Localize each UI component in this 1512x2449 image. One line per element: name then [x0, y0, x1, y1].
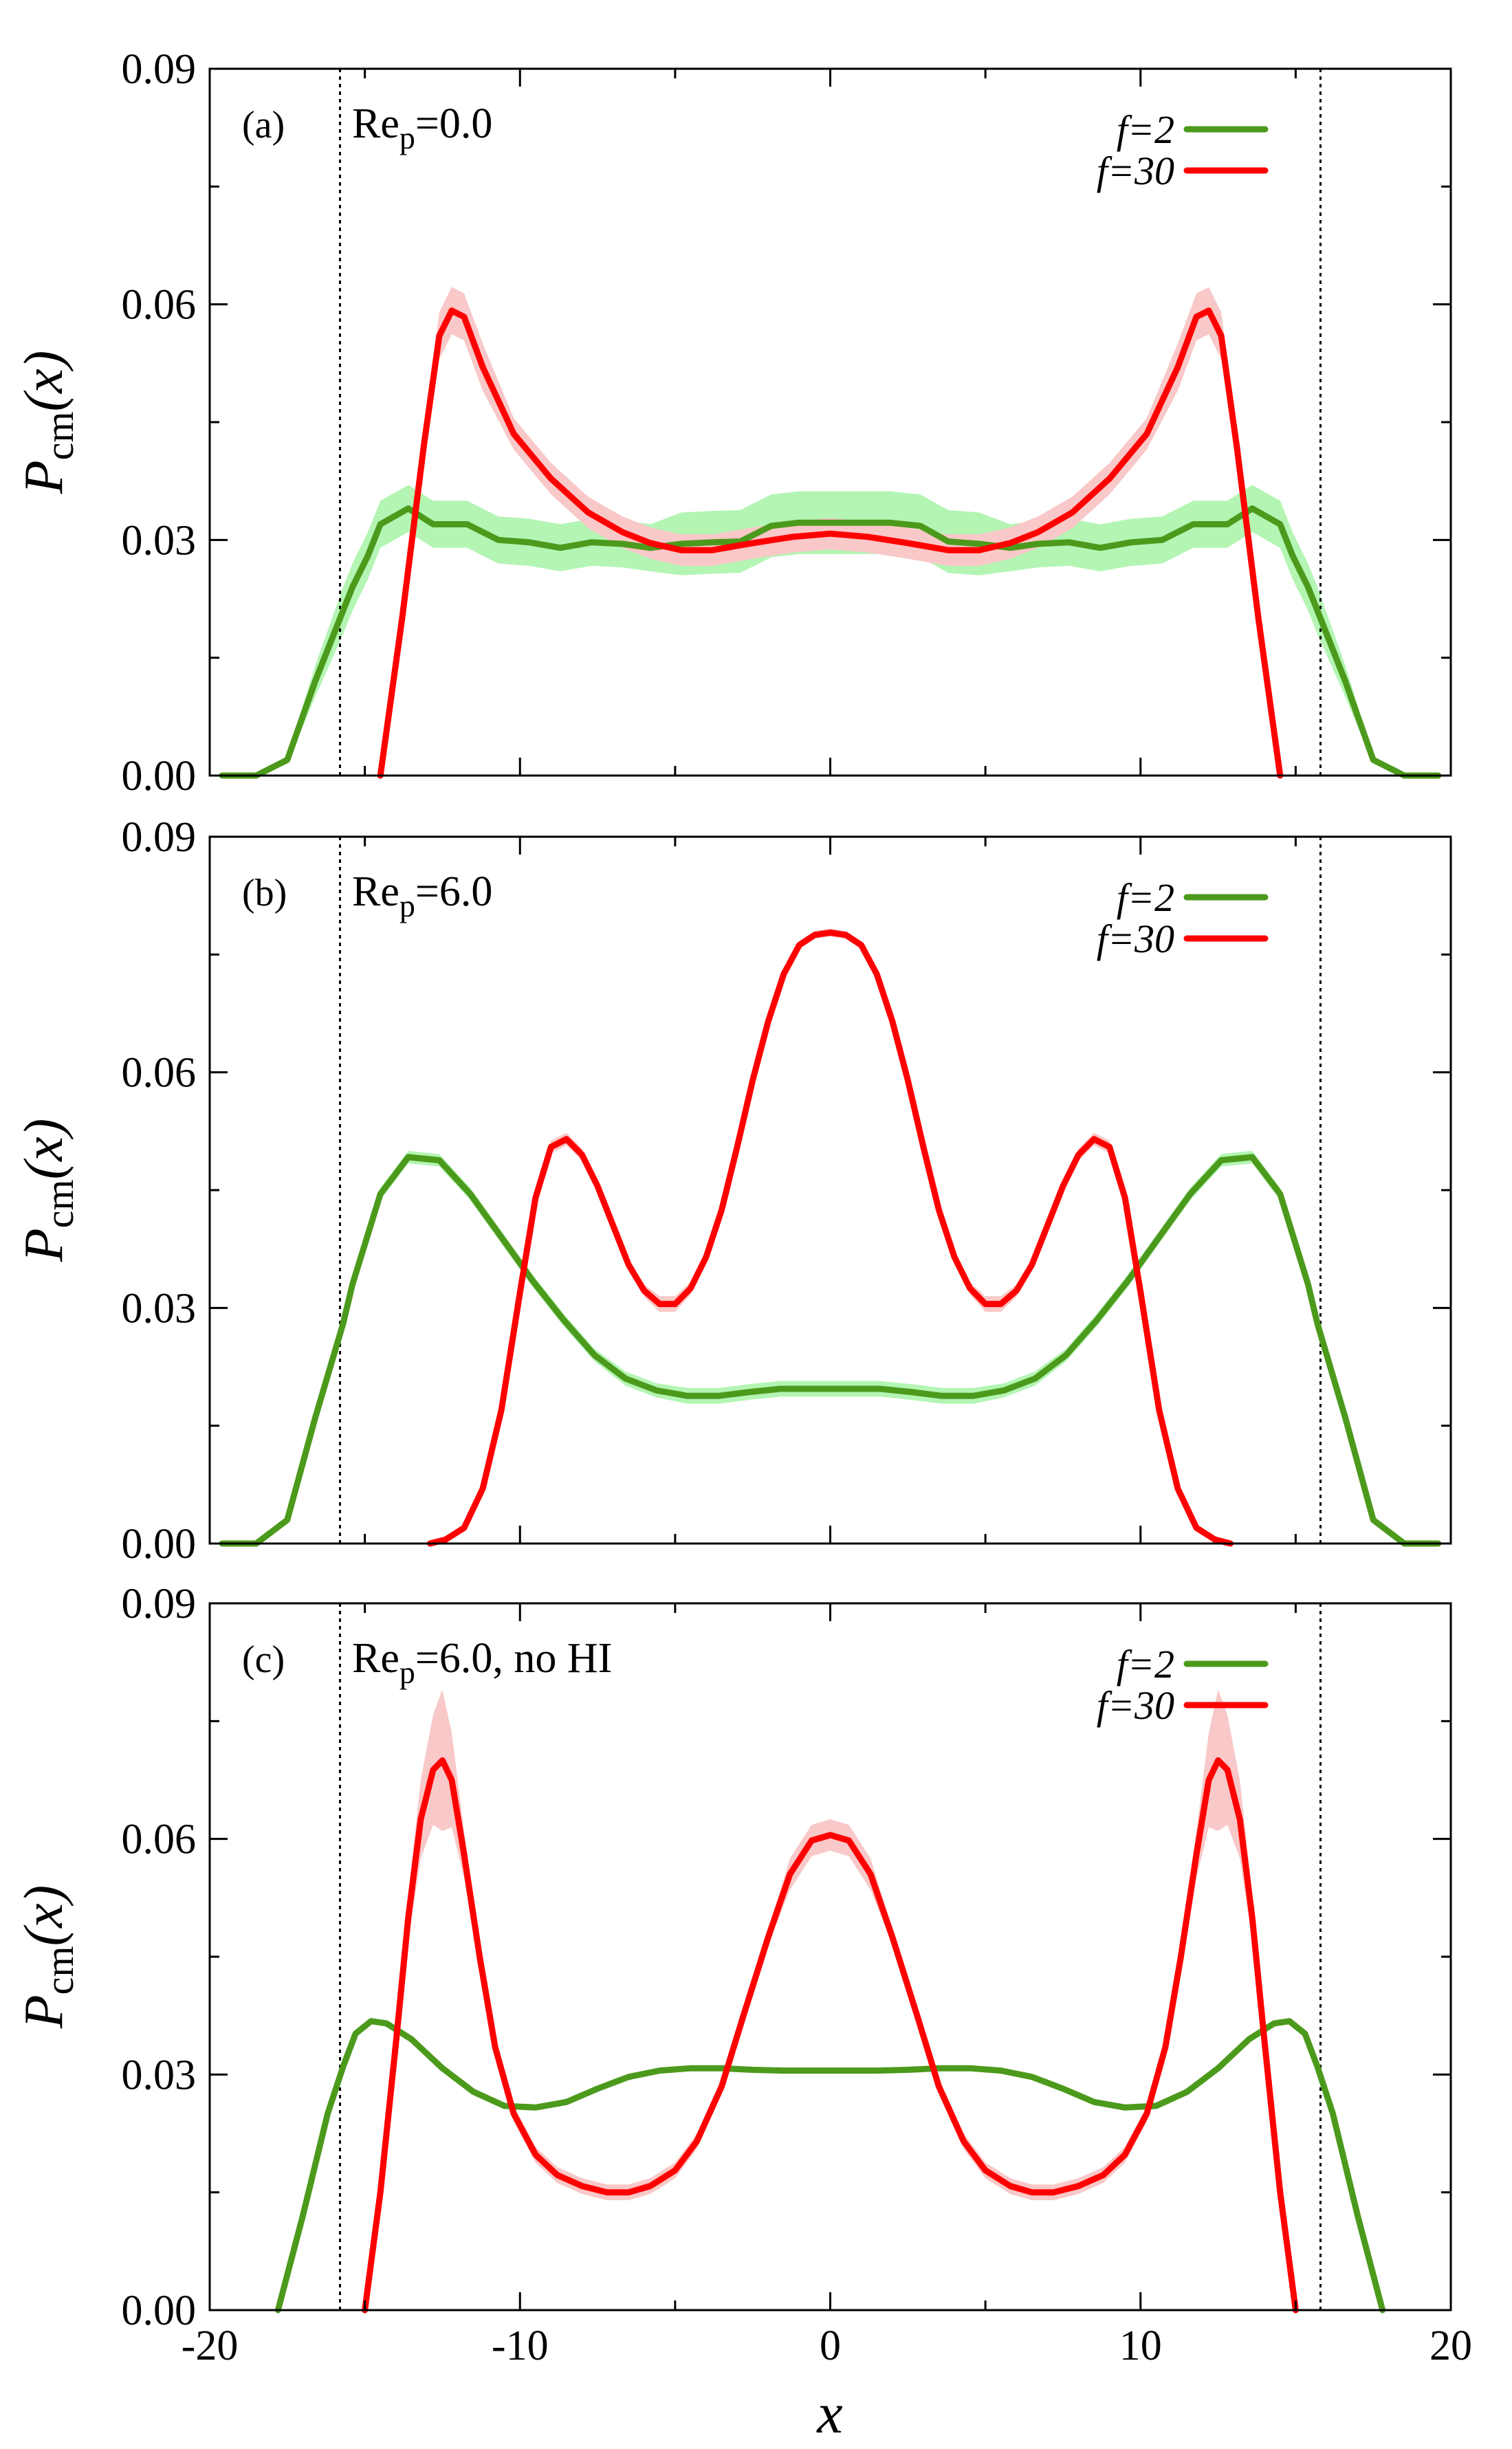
series-line-f2 — [274, 2018, 1386, 2314]
series-line-f2 — [219, 505, 1442, 779]
panel-c: 0.00 0.03 0.06 0.09 -20 -10 0 10 20 Pcm(x) (c) Rep=… — [14, 1581, 1472, 2369]
y-tick-label: 0.00 — [122, 1521, 197, 1568]
y-tick-label: 0.09 — [122, 814, 197, 861]
panel-tag: (c) — [242, 1638, 285, 1681]
x-tick-label: 0 — [820, 2322, 841, 2369]
x-tick-label: -20 — [182, 2322, 239, 2369]
y-axis-label: Pcm(x) — [14, 351, 82, 495]
y-tick-label: 0.03 — [122, 517, 197, 564]
legend-label-f30: f=30 — [1097, 149, 1174, 193]
legend-label-f2: f=2 — [1117, 875, 1174, 920]
error-band-f2 — [278, 2021, 1383, 2310]
error-band-f30 — [364, 1689, 1296, 2310]
y-axis-label: Pcm(x) — [14, 1885, 82, 2030]
y-tick-label: 0.06 — [122, 282, 197, 329]
error-band-f2 — [222, 485, 1438, 776]
x-tick-label: -10 — [492, 2322, 549, 2369]
x-tick-label: 20 — [1429, 2322, 1472, 2369]
panel-a: 0.00 0.03 0.06 0.09 Pcm(x) (a) Rep=0.0 f=2f=30 — [14, 46, 1452, 800]
y-tick-label: 0.03 — [122, 2052, 197, 2098]
y-tick-label: 0.00 — [122, 2287, 197, 2334]
y-tick-label: 0.06 — [122, 1050, 197, 1097]
panel-tag: (b) — [242, 872, 287, 914]
y-tick-label: 0.03 — [122, 1285, 197, 1332]
x-tick-label: 10 — [1119, 2322, 1162, 2369]
legend-label-f30: f=30 — [1097, 916, 1174, 961]
series-line-f2 — [219, 1154, 1442, 1547]
error-band-f2 — [222, 1150, 1438, 1544]
plot-frame — [208, 835, 1452, 1545]
reynolds-label: Rep=6.0 — [352, 868, 492, 923]
reynolds-label: Rep=0.0 — [352, 100, 492, 155]
legend-label-f2: f=2 — [1117, 1642, 1174, 1687]
reynolds-label: Rep=6.0, no HI — [352, 1635, 612, 1690]
y-tick-label: 0.06 — [122, 1816, 197, 1863]
y-tick-label: 0.00 — [122, 753, 197, 800]
legend-label-f30: f=30 — [1097, 1683, 1174, 1728]
y-tick-label: 0.09 — [122, 46, 197, 93]
plot-frame — [208, 1602, 1452, 2311]
panel-b: 0.00 0.03 0.06 0.09 Pcm(x) (b) Rep=6.0 f=2f=30 — [14, 814, 1452, 1568]
error-band-f30 — [430, 928, 1231, 1544]
legend-label-f2: f=2 — [1117, 107, 1174, 152]
series-line-f30 — [377, 307, 1284, 779]
y-tick-label: 0.09 — [122, 1581, 197, 1627]
y-axis-label: Pcm(x) — [14, 1119, 82, 1263]
panel-tag: (a) — [242, 104, 285, 146]
series-line-f30 — [362, 1757, 1299, 2314]
series-line-f30 — [426, 929, 1234, 1547]
x-axis-label: x — [815, 2382, 842, 2446]
